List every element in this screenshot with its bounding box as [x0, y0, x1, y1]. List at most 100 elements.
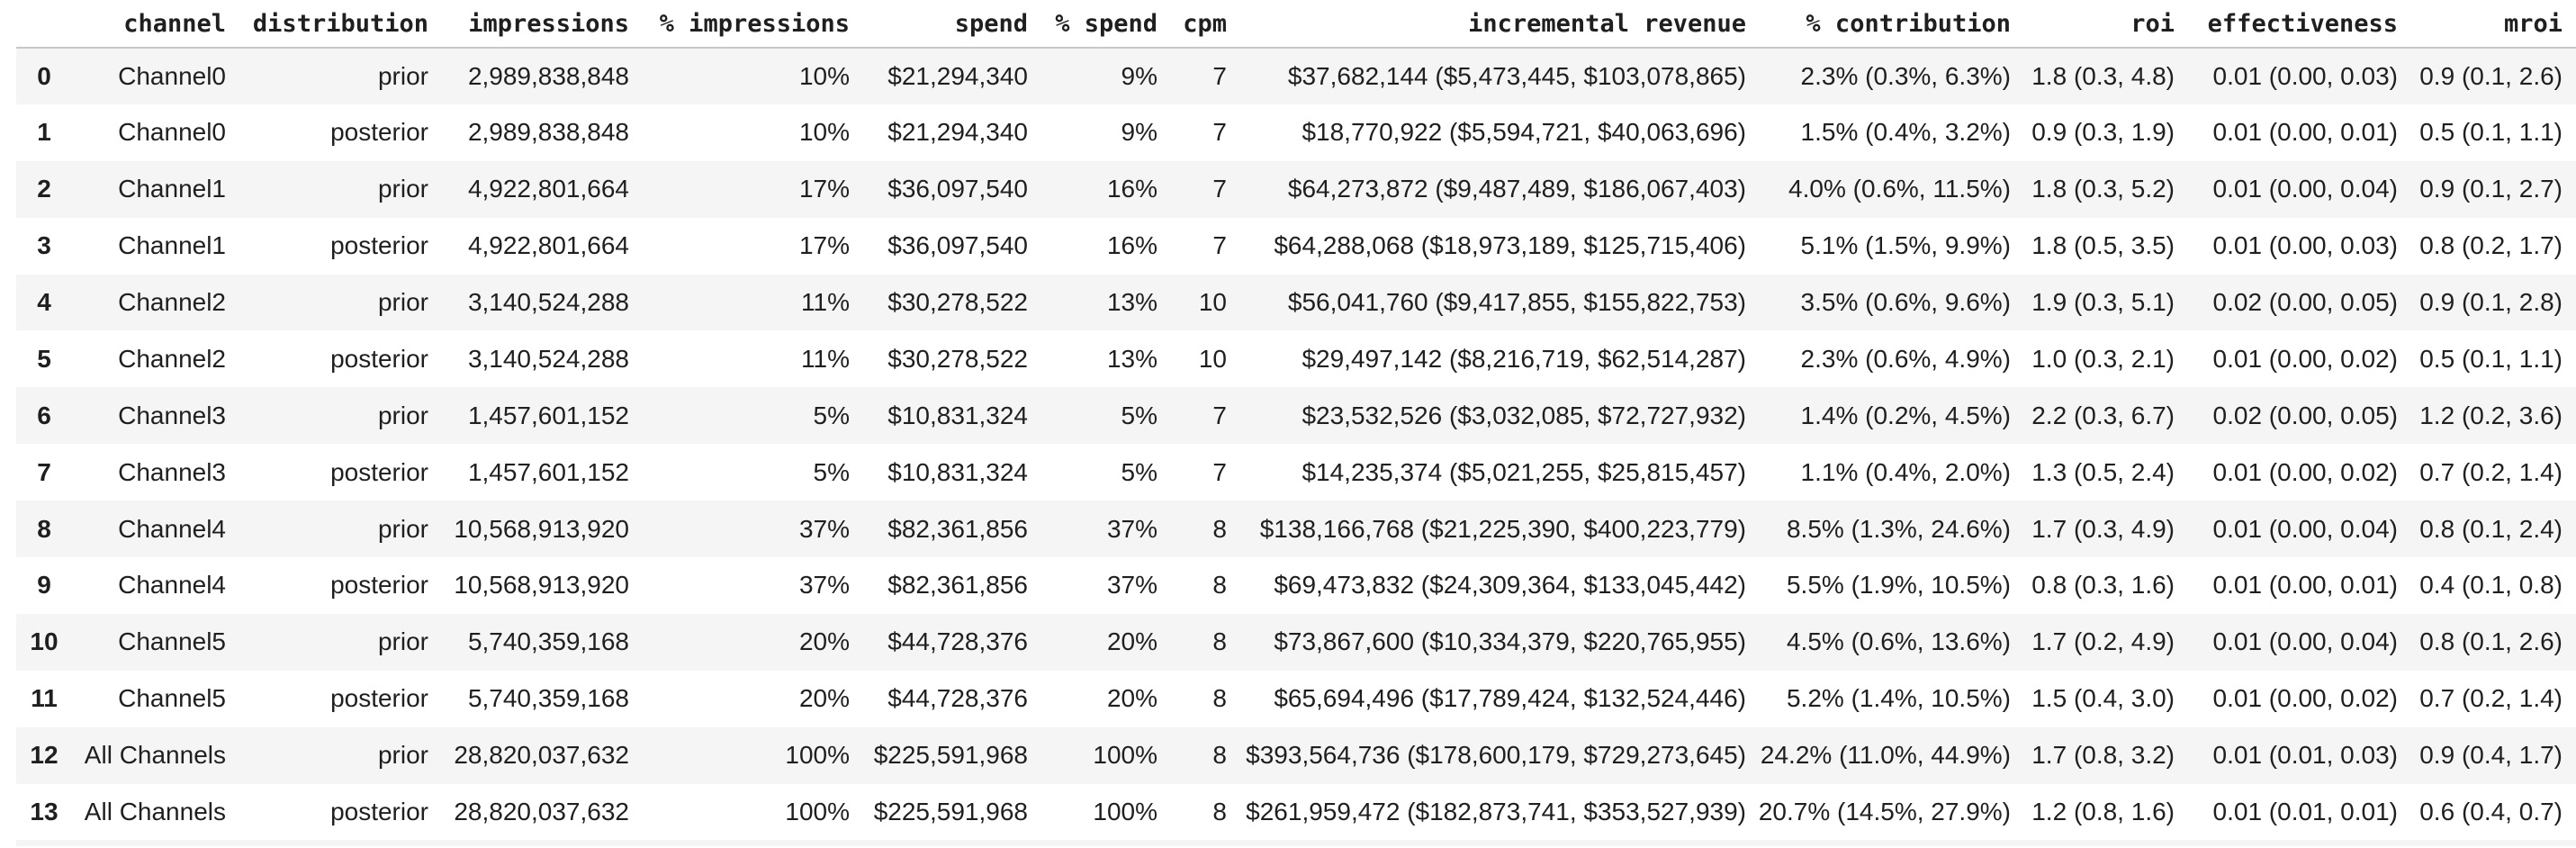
cell-impressions: 5,740,359,168 [467, 684, 629, 713]
cell-spend: $36,097,540 [887, 175, 1028, 203]
cell-impressions: 10,568,913,920 [454, 514, 629, 543]
cell-pct-impressions: 100% [785, 798, 850, 826]
cell-roi: 1.0 (0.3, 2.1) [2031, 344, 2175, 373]
cell-spend: $21,294,340 [887, 118, 1028, 147]
column-header-roi: roi [2011, 0, 2175, 49]
cell-incremental-revenue: $138,166,768 ($21,225,390, $400,223,779) [1259, 514, 1746, 543]
cell-pct-impressions: 100% [785, 741, 850, 770]
cell-mroi: 0.7 (0.2, 1.4) [2419, 457, 2562, 486]
cell-distribution: posterior [330, 344, 428, 373]
cell-impressions: 4,922,801,664 [467, 175, 629, 203]
cell-pct-contribution: 2.3% (0.6%, 4.9%) [1800, 344, 2011, 373]
column-header-impressions: impressions [428, 0, 629, 49]
next-row-partial-stripe [16, 840, 2576, 847]
cell-pct-spend: 13% [1106, 288, 1157, 316]
cell-channel: Channel0 [118, 61, 226, 90]
cell-channel: Channel2 [118, 344, 226, 373]
cell-roi: 2.2 (0.3, 6.7) [2031, 401, 2175, 429]
cell-roi: 1.7 (0.3, 4.9) [2031, 514, 2175, 543]
cell-spend: $225,591,968 [873, 741, 1028, 770]
table-row: 11 Channel5 posterior 5,740,359,168 20% $44,7… [16, 671, 2576, 727]
cell-pct-impressions: 37% [798, 514, 850, 543]
cell-pct-spend: 37% [1106, 571, 1157, 600]
cell-mroi: 0.6 (0.4, 0.7) [2419, 798, 2562, 826]
cell-distribution: posterior [330, 231, 428, 260]
cell-pct-contribution: 20.7% (14.5%, 27.9%) [1758, 798, 2011, 826]
cell-pct-contribution: 1.1% (0.4%, 2.0%) [1800, 457, 2011, 486]
cell-mroi: 0.4 (0.1, 0.8) [2419, 571, 2562, 600]
cell-effectiveness: 0.01 (0.00, 0.02) [2212, 684, 2398, 713]
cell-pct-spend: 37% [1106, 514, 1157, 543]
cell-pct-impressions: 11% [801, 344, 850, 373]
cell-roi: 1.8 (0.3, 4.8) [2031, 61, 2175, 90]
cell-incremental-revenue: $37,682,144 ($5,473,445, $103,078,865) [1287, 61, 1746, 90]
cell-impressions: 1,457,601,152 [467, 457, 629, 486]
cell-distribution: posterior [330, 457, 428, 486]
cell-spend: $44,728,376 [887, 627, 1028, 656]
cell-cpm: 8 [1212, 571, 1227, 600]
cell-pct-spend: 5% [1121, 457, 1157, 486]
cell-cpm: 8 [1212, 684, 1227, 713]
cell-effectiveness: 0.02 (0.00, 0.05) [2212, 288, 2398, 316]
cell-roi: 1.5 (0.4, 3.0) [2031, 684, 2175, 713]
table-row: 9 Channel4 posterior 10,568,913,920 37% $82,3… [16, 557, 2576, 614]
cell-roi: 0.8 (0.3, 1.6) [2031, 571, 2175, 600]
cell-channel: Channel5 [118, 627, 226, 656]
column-header-spend: spend [850, 0, 1028, 49]
cell-distribution: prior [377, 288, 428, 316]
cell-cpm: 7 [1212, 401, 1227, 429]
cell-pct-spend: 100% [1093, 741, 1157, 770]
cell-effectiveness: 0.02 (0.00, 0.05) [2212, 401, 2398, 429]
cell-pct-spend: 9% [1121, 118, 1157, 147]
table-row: 0 Channel0 prior 2,989,838,848 10% $21,294,34… [16, 48, 2576, 104]
cell-pct-impressions: 17% [798, 231, 850, 260]
cell-cpm: 8 [1212, 627, 1227, 656]
cell-effectiveness: 0.01 (0.00, 0.04) [2212, 175, 2398, 203]
column-header-index [16, 0, 72, 49]
cell-pct-spend: 9% [1121, 61, 1157, 90]
table-row: 6 Channel3 prior 1,457,601,152 5% $10,831,324… [16, 387, 2576, 445]
cell-pct-contribution: 5.2% (1.4%, 10.5%) [1786, 684, 2011, 713]
cell-distribution: posterior [330, 118, 428, 147]
cell-incremental-revenue: $18,770,922 ($5,594,721, $40,063,696) [1302, 118, 1746, 147]
cell-pct-contribution: 4.5% (0.6%, 13.6%) [1786, 627, 2011, 656]
cell-pct-contribution: 5.1% (1.5%, 9.9%) [1800, 231, 2011, 260]
summary-table: channel distribution impressions% impressi… [16, 0, 2576, 840]
cell-channel: All Channels [84, 798, 226, 826]
cell-pct-spend: 16% [1106, 175, 1157, 203]
column-header-effectiveness: effectiveness [2175, 0, 2398, 49]
row-index: 0 [37, 61, 51, 90]
cell-incremental-revenue: $64,273,872 ($9,487,489, $186,067,403) [1287, 175, 1746, 203]
cell-incremental-revenue: $69,473,832 ($24,309,364, $133,045,442) [1274, 571, 1746, 600]
cell-pct-impressions: 10% [798, 118, 850, 147]
cell-mroi: 0.5 (0.1, 1.1) [2419, 118, 2562, 147]
cell-roi: 1.2 (0.8, 1.6) [2031, 798, 2175, 826]
row-index: 2 [37, 175, 51, 203]
column-header-channel: channel [72, 0, 226, 49]
cell-impressions: 3,140,524,288 [467, 344, 629, 373]
cell-mroi: 0.9 (0.4, 1.7) [2419, 741, 2562, 770]
cell-cpm: 8 [1212, 741, 1227, 770]
row-index: 9 [37, 571, 51, 600]
cell-pct-spend: 13% [1106, 344, 1157, 373]
cell-spend: $10,831,324 [887, 457, 1028, 486]
cell-incremental-revenue: $23,532,526 ($3,032,085, $72,727,932) [1302, 401, 1746, 429]
cell-impressions: 10,568,913,920 [454, 571, 629, 600]
cell-pct-contribution: 5.5% (1.9%, 10.5%) [1786, 571, 2011, 600]
cell-pct-impressions: 17% [798, 175, 850, 203]
cell-channel: All Channels [84, 741, 226, 770]
cell-roi: 1.7 (0.8, 3.2) [2031, 741, 2175, 770]
row-index: 4 [37, 288, 51, 316]
cell-mroi: 0.5 (0.1, 1.1) [2419, 344, 2562, 373]
cell-pct-impressions: 5% [813, 457, 850, 486]
column-header-incremental-revenue: incremental revenue [1227, 0, 1746, 49]
cell-effectiveness: 0.01 (0.00, 0.02) [2212, 457, 2398, 486]
cell-distribution: posterior [330, 684, 428, 713]
cell-pct-contribution: 4.0% (0.6%, 11.5%) [1788, 175, 2011, 203]
cell-mroi: 0.9 (0.1, 2.6) [2419, 61, 2562, 90]
cell-distribution: posterior [330, 571, 428, 600]
cell-effectiveness: 0.01 (0.00, 0.03) [2212, 231, 2398, 260]
cell-pct-spend: 5% [1121, 401, 1157, 429]
cell-pct-contribution: 1.5% (0.4%, 3.2%) [1800, 118, 2011, 147]
table-row: 1 Channel0 posterior 2,989,838,848 10% $21,29… [16, 104, 2576, 161]
